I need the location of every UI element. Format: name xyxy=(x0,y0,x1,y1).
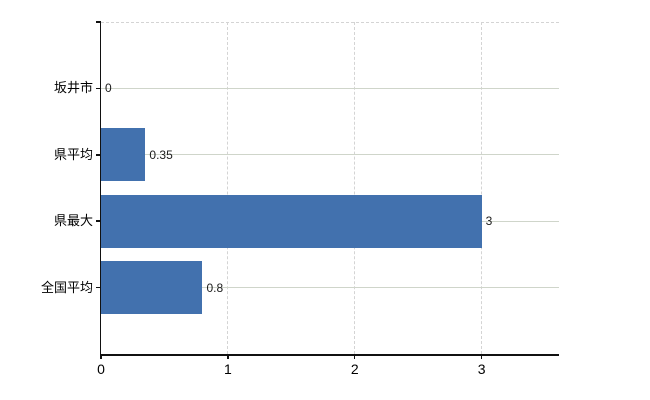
y-gridline xyxy=(101,287,559,289)
x-tick-label: 0 xyxy=(97,361,105,377)
value-label: 3 xyxy=(485,214,493,229)
x-gridline xyxy=(227,22,229,354)
category-label: 県平均 xyxy=(53,146,93,162)
value-label: 0.8 xyxy=(206,280,224,295)
bar xyxy=(101,261,203,315)
x-gridline xyxy=(481,22,483,354)
category-label: 県最大 xyxy=(53,213,93,229)
x-tick-label: 2 xyxy=(350,361,359,377)
y-gridline xyxy=(101,154,559,156)
y-axis xyxy=(99,22,101,355)
y-tick xyxy=(96,220,101,222)
y-tick xyxy=(96,154,101,156)
x-tick xyxy=(480,354,483,359)
x-tick-label: 1 xyxy=(223,361,232,377)
value-label: 0 xyxy=(105,81,112,96)
y-tick xyxy=(96,286,101,289)
plot-top-border xyxy=(101,22,559,23)
y-gridline xyxy=(101,87,559,89)
x-tick xyxy=(353,354,356,359)
y-tick xyxy=(96,21,101,23)
category-label: 全国平均 xyxy=(40,279,93,295)
category-label: 坂井市 xyxy=(53,80,93,96)
value-label: 0.35 xyxy=(149,147,173,162)
x-tick-label: 3 xyxy=(477,361,486,377)
x-axis xyxy=(99,354,559,356)
bar xyxy=(101,194,482,248)
y-tick xyxy=(96,87,101,90)
x-tick xyxy=(100,354,102,359)
x-tick xyxy=(227,354,229,359)
x-gridline xyxy=(354,22,356,354)
bar xyxy=(101,128,146,182)
